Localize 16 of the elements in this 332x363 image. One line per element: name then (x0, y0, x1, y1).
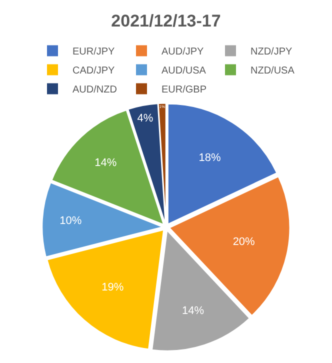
legend-label: EUR/GBP (162, 84, 207, 96)
legend-label: EUR/JPY (72, 46, 116, 58)
data-label: 19% (102, 282, 124, 294)
legend-label: CAD/JPY (72, 66, 116, 77)
legend-label: NZD/JPY (250, 46, 292, 58)
data-label: 10% (60, 215, 82, 228)
chart-title: 2021/12/13-17 (111, 11, 221, 30)
data-label: 14% (182, 304, 204, 317)
data-label: 14% (94, 157, 117, 170)
data-label: 20% (232, 236, 256, 248)
legend-label: AUD/JPY (162, 46, 204, 58)
data-label: 4% (137, 112, 154, 125)
legend-label: NZD/USA (250, 66, 295, 77)
legend-label: AUD/NZD (72, 84, 117, 96)
data-label: 18% (198, 152, 221, 164)
legend-label: AUD/USA (162, 66, 206, 77)
